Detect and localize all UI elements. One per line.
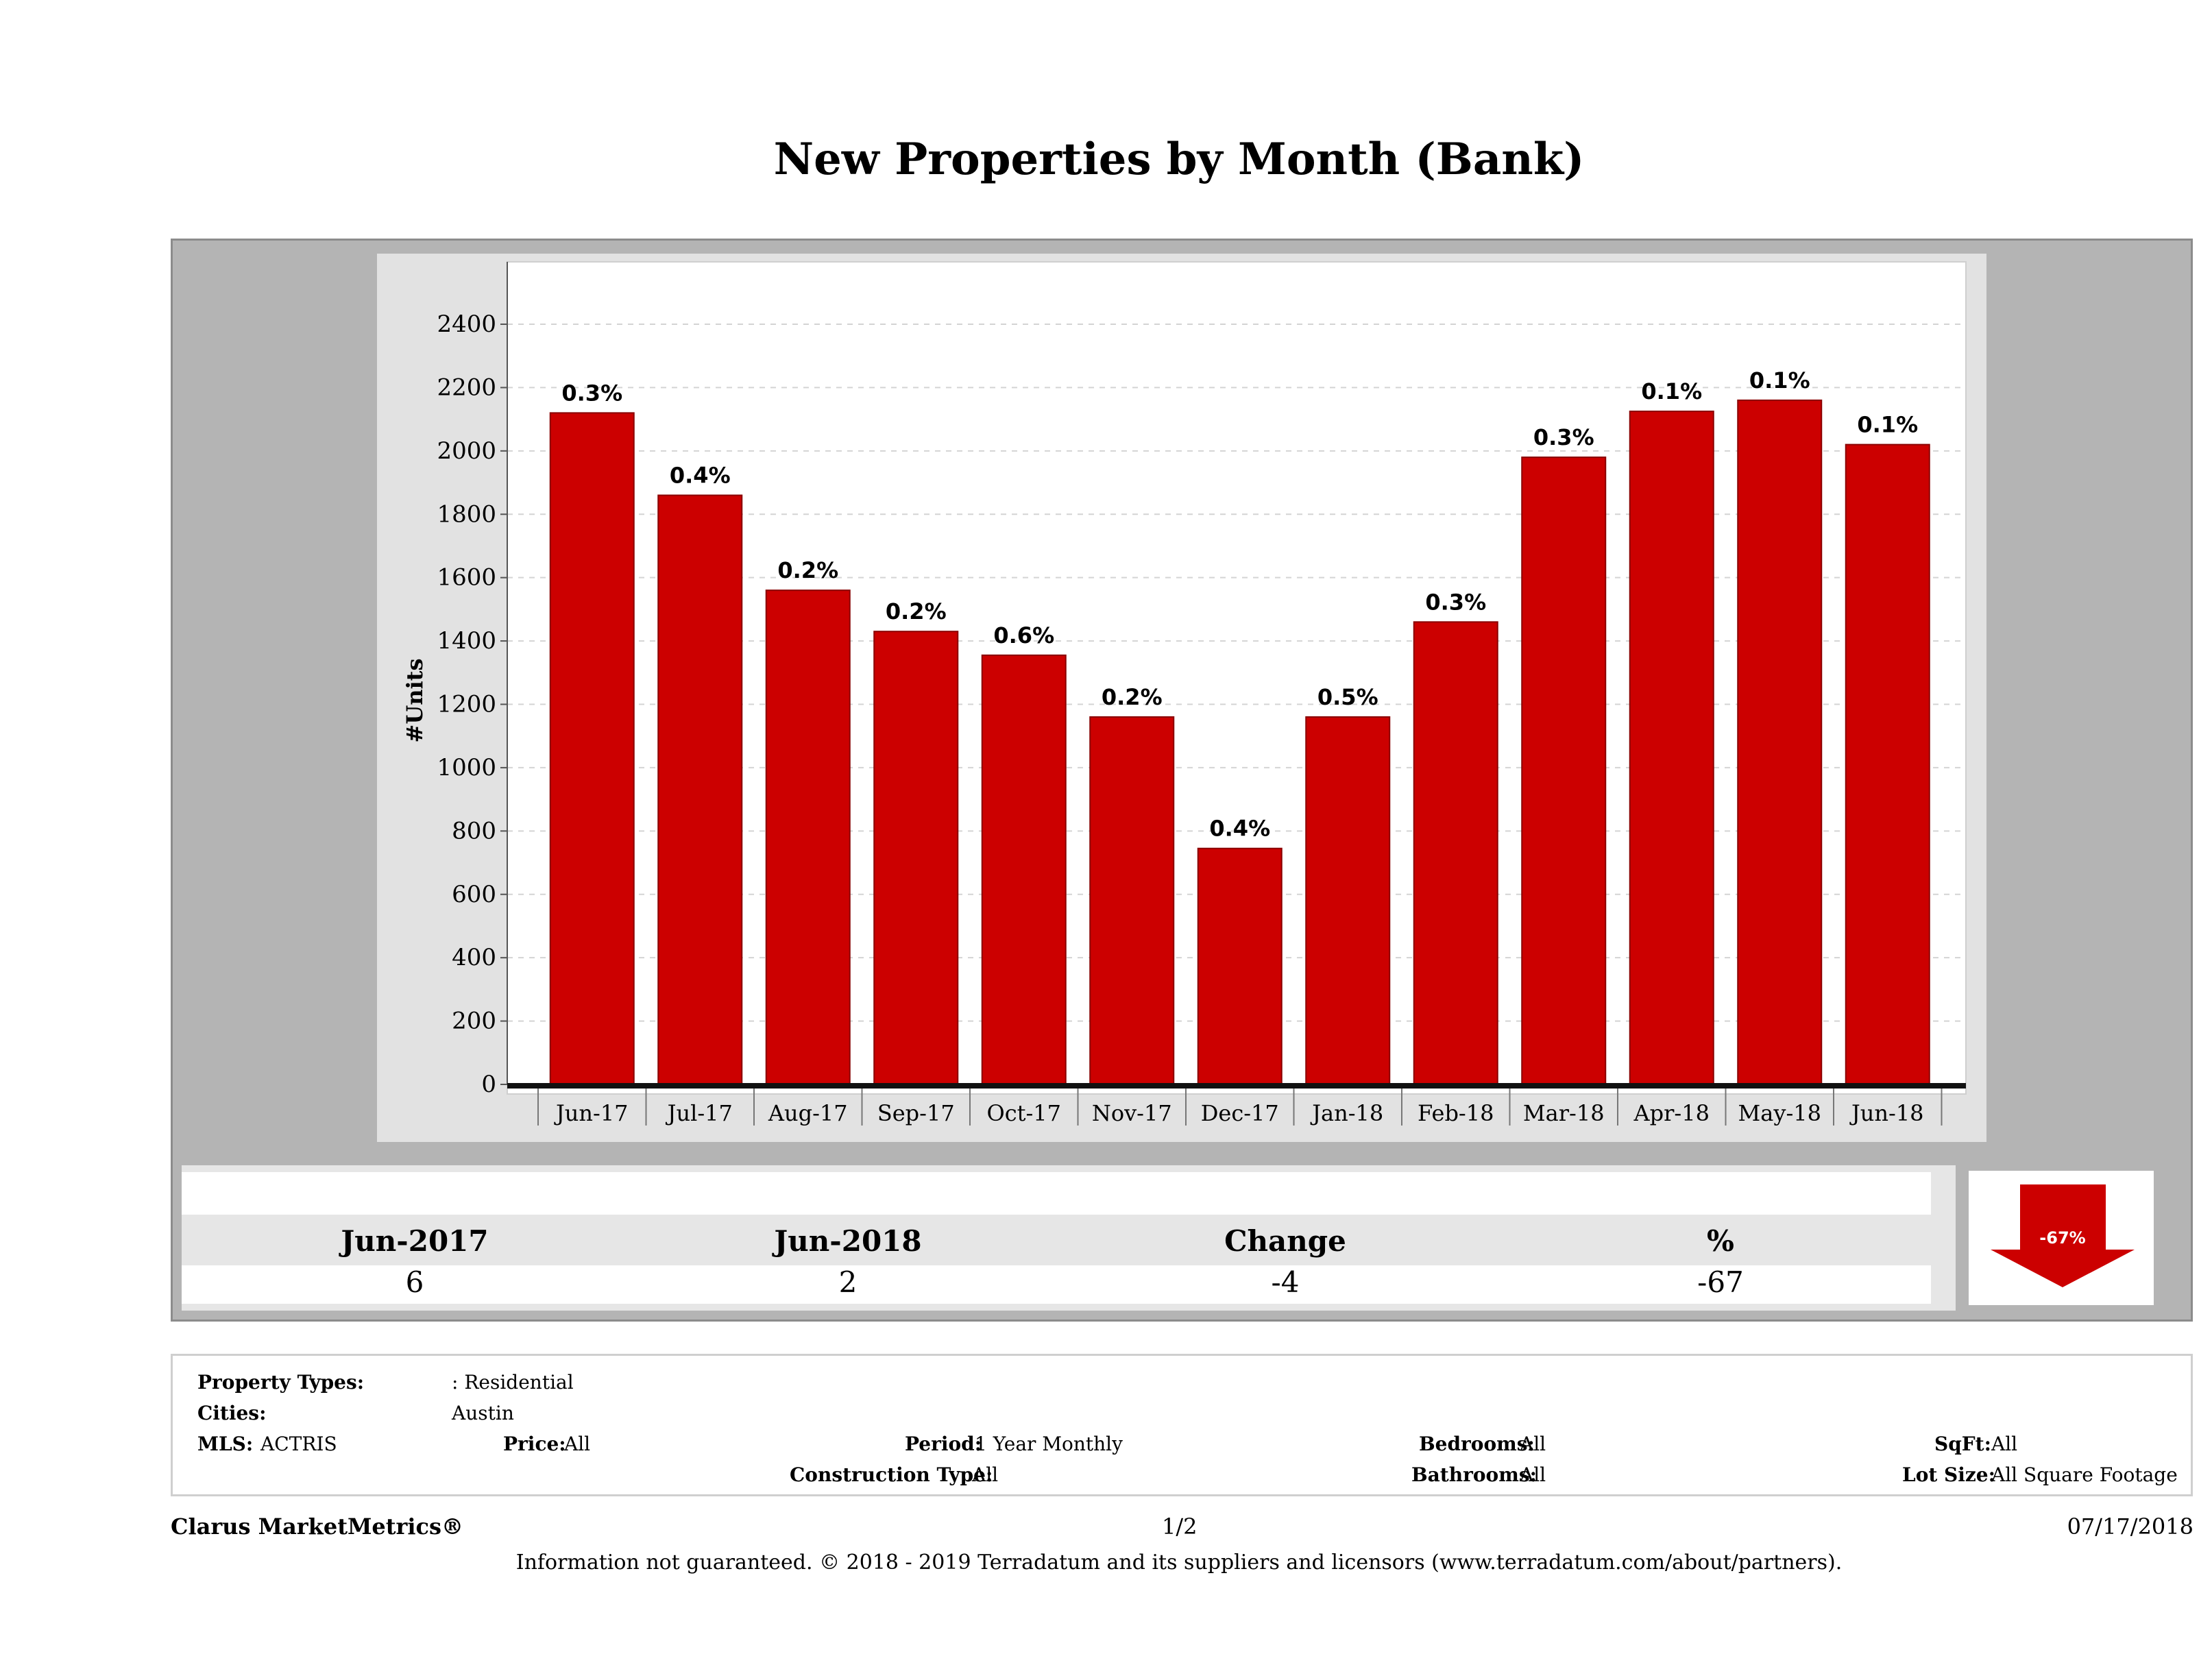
filter-bedrooms-label: Bedrooms:	[1419, 1433, 1535, 1455]
y-tick-label: 2200	[437, 374, 496, 401]
filter-lot-size-value: All Square Footage	[1991, 1463, 2178, 1486]
footer-date: 07/17/2018	[2067, 1513, 2193, 1540]
down-arrow-icon: -67%	[1991, 1184, 2135, 1287]
y-tick-label: 1400	[437, 627, 496, 655]
filter-construction-label: Construction Type:	[790, 1463, 993, 1486]
filter-construction-value: All	[972, 1463, 999, 1486]
x-tick-label: Nov-17	[1092, 1100, 1172, 1126]
x-tick-label: Aug-17	[768, 1100, 848, 1126]
bar	[1305, 716, 1391, 1085]
bar-chart: 0.3% 0.4% 0.2% 0.2% 0.6% 0.2% 0.4% 0.5% 0.3% 0.3%…	[402, 261, 1967, 1126]
y-tick-label: 1000	[437, 754, 496, 781]
x-tick-label: May-18	[1738, 1100, 1821, 1126]
x-tick-label: Jun-17	[554, 1100, 629, 1126]
y-tick-label: 400	[452, 944, 496, 971]
filter-property-types-value: : Residential	[452, 1371, 574, 1394]
filter-lot-size-label: Lot Size:	[1902, 1463, 1995, 1486]
filter-sqft-label: SqFt:	[1934, 1433, 1991, 1455]
footer-brand: Clarus MarketMetrics®	[171, 1513, 464, 1540]
filter-criteria: Property Types: : Residential Cities: Au…	[171, 1354, 2193, 1496]
y-tick-label: 1600	[437, 564, 496, 592]
bar	[765, 589, 851, 1085]
y-tick-label: 0	[481, 1071, 496, 1098]
filter-price-label: Price:	[503, 1433, 566, 1455]
filter-period-value: 1 Year Monthly	[975, 1433, 1123, 1455]
y-tick-label: 800	[452, 817, 496, 844]
change-indicator: -67%	[1969, 1171, 2154, 1305]
summary-value-row	[182, 1265, 1931, 1304]
footer-page-number: 1/2	[1162, 1513, 1198, 1540]
x-tick-label: Sep-17	[877, 1100, 955, 1126]
bar-data-label: 0.4%	[670, 463, 731, 489]
footer-disclaimer: Information not guaranteed. © 2018 - 201…	[515, 1551, 1843, 1574]
bar	[1737, 399, 1823, 1085]
bar-data-label: 0.2%	[777, 557, 838, 583]
filter-bathrooms-label: Bathrooms:	[1411, 1463, 1537, 1486]
summary-col4-value: -67	[1697, 1265, 1744, 1299]
x-tick-label: Jul-17	[666, 1100, 733, 1126]
filter-mls-value: ACTRIS	[260, 1433, 337, 1455]
x-tick-label: Mar-18	[1523, 1100, 1605, 1126]
bar	[1089, 716, 1175, 1085]
summary-spacer-row	[182, 1172, 1931, 1215]
summary-col2-value: 2	[838, 1265, 858, 1299]
y-tick-label: 2400	[437, 311, 496, 338]
summary-col3-label: Change	[1224, 1224, 1346, 1258]
filter-property-types-label: Property Types:	[197, 1371, 365, 1394]
bar	[549, 412, 635, 1085]
bar-data-label: 0.2%	[886, 598, 947, 624]
filter-price-value: All	[564, 1433, 591, 1455]
bar	[981, 654, 1067, 1085]
y-tick-label: 200	[452, 1008, 496, 1035]
change-percent-label: -67%	[2039, 1228, 2085, 1248]
bar-data-label: 0.1%	[1857, 412, 1918, 438]
bar-data-label: 0.6%	[993, 622, 1054, 648]
summary-col1-label: Jun-2017	[341, 1224, 489, 1258]
bar	[657, 494, 743, 1085]
bar-data-label: 0.3%	[1425, 589, 1486, 615]
y-tick-label: 1200	[437, 691, 496, 718]
x-tick-label: Apr-18	[1633, 1100, 1710, 1126]
chart-frame: 0.3% 0.4% 0.2% 0.2% 0.6% 0.2% 0.4% 0.5% 0.3% 0.3%…	[377, 254, 1986, 1142]
summary-col1-value: 6	[405, 1265, 424, 1299]
bar	[1629, 411, 1714, 1085]
filter-sqft-value: All	[1991, 1433, 2018, 1455]
bar-data-label: 0.3%	[1533, 424, 1594, 450]
filter-period-label: Period:	[905, 1433, 982, 1455]
bar-data-label: 0.4%	[1209, 816, 1270, 842]
filter-cities-value: Austin	[452, 1402, 514, 1424]
summary-col2-label: Jun-2018	[774, 1224, 922, 1258]
x-tick-label: Feb-18	[1418, 1100, 1494, 1126]
summary-col4-label: %	[1707, 1224, 1734, 1258]
filter-mls-label: MLS:	[197, 1433, 254, 1455]
y-tick-label: 1800	[437, 500, 496, 528]
bar-data-label: 0.3%	[561, 380, 622, 406]
bar-data-label: 0.5%	[1317, 684, 1378, 710]
page-title: New Properties by Month (Bank)	[773, 134, 1585, 185]
filter-bedrooms-value: All	[1520, 1433, 1546, 1455]
x-axis-line	[507, 1083, 1966, 1089]
x-tick-label: Oct-17	[986, 1100, 1061, 1126]
summary-col3-value: -4	[1271, 1265, 1300, 1299]
bar	[1521, 457, 1607, 1085]
filter-cities-label: Cities:	[197, 1402, 267, 1424]
bar	[1197, 847, 1283, 1085]
bar	[873, 631, 959, 1085]
y-tick-label: 600	[452, 881, 496, 908]
summary-table: Jun-2017 Jun-2018 Change % 6 2 -4 -67	[182, 1165, 1956, 1311]
bar	[1413, 621, 1498, 1085]
x-tick-label: Dec-17	[1201, 1100, 1279, 1126]
x-tick-label: Jan-18	[1310, 1100, 1383, 1126]
x-tick-label: Jun-18	[1849, 1100, 1924, 1126]
bar-data-label: 0.1%	[1641, 378, 1702, 404]
bar-data-label: 0.2%	[1102, 684, 1163, 710]
bar-data-label: 0.1%	[1749, 367, 1810, 393]
bar	[1845, 443, 1930, 1085]
y-axis-title: #Units	[402, 659, 428, 743]
filter-bathrooms-value: All	[1520, 1463, 1546, 1486]
y-tick-label: 2000	[437, 437, 496, 465]
